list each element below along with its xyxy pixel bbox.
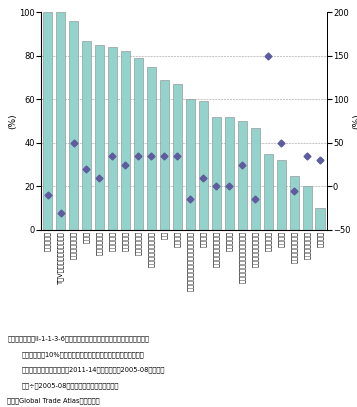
Bar [290, 175, 299, 230]
Bar [121, 51, 130, 230]
Bar [108, 47, 117, 230]
Bar [277, 160, 286, 230]
Bar [225, 117, 234, 230]
Text: 資料：Global Trade Atlasから作成。: 資料：Global Trade Atlasから作成。 [7, 398, 100, 404]
Y-axis label: (%): (%) [352, 113, 357, 129]
Bar [160, 80, 169, 230]
Bar [263, 154, 273, 230]
Text: 備考：別記（第II-1-1-3-6図）に基づき、単価が上昇している品目のシェ: 備考：別記（第II-1-1-3-6図）に基づき、単価が上昇している品目のシェ [7, 336, 149, 342]
Text: 額）÷（2005-08年の合計額）。ドルベース。: 額）÷（2005-08年の合計額）。ドルベース。 [21, 382, 119, 389]
Bar [212, 117, 221, 230]
Bar [198, 101, 208, 230]
Bar [82, 41, 91, 230]
Bar [302, 186, 312, 230]
Bar [173, 84, 182, 230]
Y-axis label: (%): (%) [9, 113, 17, 129]
Text: 昇している品目の伸び率（2011-14年の合計額－2005-08年の合計: 昇している品目の伸び率（2011-14年の合計額－2005-08年の合計 [21, 367, 165, 373]
Bar [147, 67, 156, 230]
Text: ア（同シェが10%以上のもののみ）。輸出額伸び率は、単価が上: ア（同シェが10%以上のもののみ）。輸出額伸び率は、単価が上 [21, 351, 144, 358]
Bar [95, 45, 104, 230]
Bar [186, 99, 195, 230]
Bar [238, 121, 247, 230]
Bar [251, 128, 260, 230]
Bar [69, 21, 78, 230]
Bar [134, 58, 143, 230]
Bar [316, 208, 325, 230]
Bar [43, 12, 52, 230]
Bar [56, 12, 65, 230]
